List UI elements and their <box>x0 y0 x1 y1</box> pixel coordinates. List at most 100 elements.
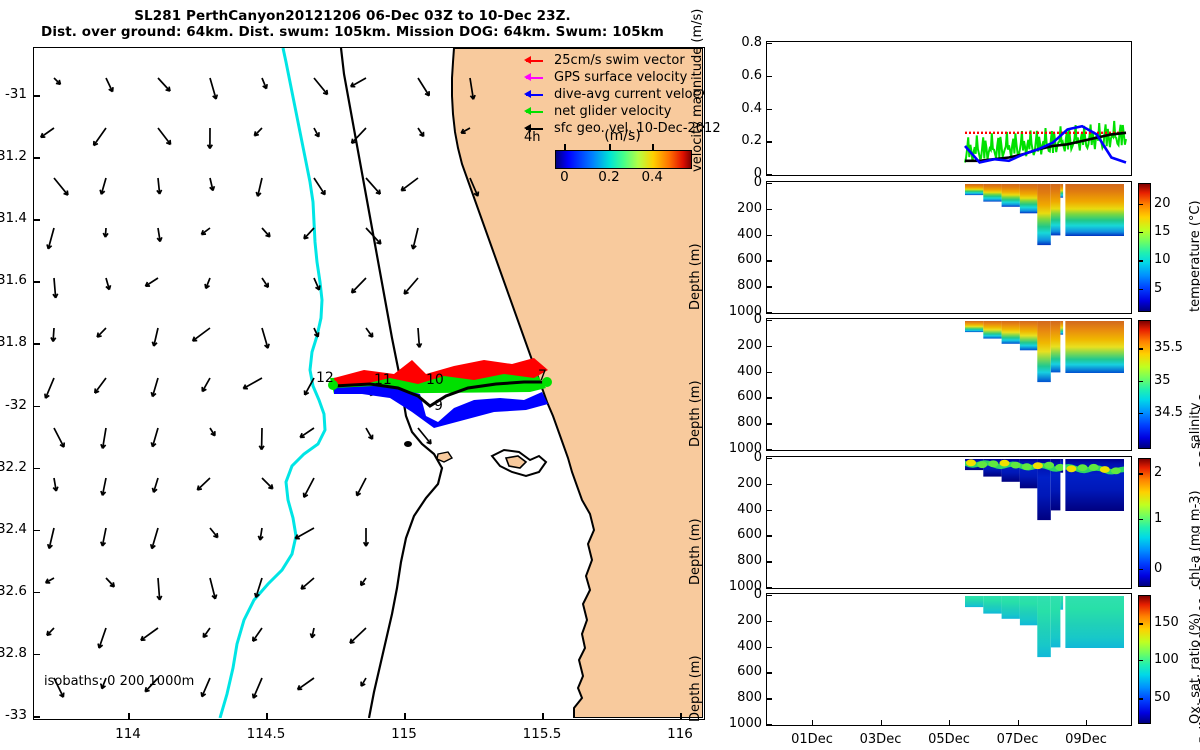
velocity-arrow <box>204 277 211 290</box>
map-y-tick <box>33 467 40 470</box>
velocity-arrow <box>261 227 271 238</box>
panel-tick <box>766 260 772 262</box>
chla-max-patch <box>1055 463 1066 471</box>
map-y-tick <box>33 343 40 345</box>
legend-item-swim-vector[interactable]: 25cm/s swim vector <box>524 52 714 69</box>
chla-max-patch <box>1066 465 1077 473</box>
time-axis-tick-label: 03Dec <box>859 732 902 747</box>
legend-item-label: dive-avg current veloc. <box>554 87 704 102</box>
panel-velocity[interactable] <box>766 41 1132 176</box>
map-y-tick-label: 32.4 <box>0 520 27 537</box>
chla-max-patch <box>1032 462 1043 470</box>
velocity-arrow <box>362 527 370 547</box>
velocity-arrow <box>149 527 159 550</box>
panel-tick <box>766 208 772 211</box>
track-day-label-9: 9 <box>434 398 443 414</box>
velocity-arrow <box>313 127 320 138</box>
velocity-arrow <box>105 277 112 291</box>
panel-salinity-graphic <box>965 321 1124 383</box>
colorbar-oxygen-tick-label: 50 <box>1154 690 1171 706</box>
velocity-arrow <box>313 177 326 196</box>
panel-chla[interactable] <box>766 456 1132 589</box>
map-y-tick-label: 31.4 <box>0 210 27 227</box>
colorbar-temperature[interactable] <box>1138 183 1151 312</box>
panel-oxygen[interactable] <box>766 593 1132 726</box>
panel-salinity-y-label: Depth (m) <box>688 380 703 447</box>
section-dive-segment <box>1065 596 1124 648</box>
map-y-tick-label: 32.6 <box>0 582 27 599</box>
panel-temperature[interactable] <box>766 181 1132 314</box>
velocity-arrow <box>200 227 211 236</box>
velocity-arrow <box>303 227 315 240</box>
map-x-tick-label: 114.5 <box>246 726 286 742</box>
legend-item-dive-avg-current[interactable]: dive-avg current veloc. <box>524 86 714 103</box>
velocity-arrow <box>157 127 172 146</box>
velocity-arrow <box>410 227 419 250</box>
colorbar-oxygen-tick-label: 150 <box>1154 615 1179 631</box>
map-y-tick-label: 31.8 <box>0 334 27 351</box>
legend-item-sfc-geo-velocity[interactable]: sfc geo. vel. 10-Dec-2012 <box>524 120 721 137</box>
panel-salinity[interactable] <box>766 318 1132 451</box>
section-dive-segment <box>1060 321 1066 335</box>
panel-velocity-y-tick-label: 0.8 <box>741 35 762 50</box>
colorbar-salinity[interactable] <box>1138 320 1151 449</box>
legend-item-net-glider-velocity[interactable]: net glider velocity <box>524 103 714 120</box>
track-day-label-11: 11 <box>374 372 392 388</box>
panel-tick <box>766 174 772 176</box>
velocity-arrow <box>261 277 270 289</box>
map-colorbar-tick <box>609 144 611 150</box>
velocity-arrow <box>52 477 59 492</box>
offshore-island-a <box>436 451 454 463</box>
map-colorbar[interactable] <box>555 150 692 169</box>
section-dive-segment <box>983 596 1002 614</box>
panel-velocity-y-tick-label: 0.2 <box>741 133 762 149</box>
colorbar-chla-tick-label: 1 <box>1154 510 1163 526</box>
section-dive-segment <box>1050 184 1061 236</box>
velocity-quiver-field <box>39 77 480 699</box>
colorbar-tick <box>1138 348 1143 350</box>
legend-arrow-icon <box>524 89 550 101</box>
map-x-tick <box>542 713 544 720</box>
panel-salinity-y-tick-label: 600 <box>737 389 762 405</box>
map-y-tick <box>33 529 40 532</box>
panel-chla-graphic <box>965 459 1124 521</box>
velocity-arrow <box>196 477 211 491</box>
glider-track <box>328 358 552 428</box>
legend-item-gps-surface-velocity[interactable]: GPS surface velocity <box>524 69 714 86</box>
map-panel[interactable]: 12 11 10 9 7 isobaths: 0 200 1000m <box>33 47 705 720</box>
velocity-arrow <box>97 627 107 649</box>
velocity-arrow <box>156 177 163 195</box>
chla-max-patch <box>977 461 988 469</box>
offshore-islet <box>404 441 412 447</box>
velocity-arrow <box>255 177 263 197</box>
track-dive-avg-current <box>334 386 548 428</box>
velocity-arrow <box>469 177 480 197</box>
colorbar-chla[interactable] <box>1138 458 1151 587</box>
velocity-arrow <box>251 677 263 699</box>
panel-tick <box>766 698 772 700</box>
time-axis-tick-label: 05Dec <box>928 732 970 747</box>
velocity-arrow <box>300 577 315 590</box>
panel-tick <box>766 458 772 460</box>
map-legend: 25cm/s swim vector GPS surface velocity di… <box>524 52 721 137</box>
figure-title-line2: Dist. over ground: 64km. Dist. swum: 105… <box>41 24 664 40</box>
velocity-arrow <box>365 177 382 195</box>
time-axis-tick <box>1086 720 1088 726</box>
colorbar-tick <box>1138 568 1143 571</box>
velocity-arrow <box>349 77 367 88</box>
colorbar-tick <box>1138 380 1143 383</box>
section-dive-segment <box>965 596 984 608</box>
map-colorbar-tick <box>564 144 567 150</box>
velocity-arrow <box>46 227 55 250</box>
velocity-arrow <box>313 77 329 96</box>
velocity-arrow <box>144 677 159 693</box>
track-swim-vectors <box>334 358 548 386</box>
velocity-arrow <box>299 427 315 439</box>
colorbar-salinity-tick-label: 34.5 <box>1154 404 1183 420</box>
panel-temperature-y-tick-label: 600 <box>737 252 762 268</box>
section-data-gap <box>1063 184 1066 236</box>
panel-tick <box>766 234 772 236</box>
map-x-tick-label: 116 <box>667 726 693 742</box>
panel-salinity-y-tick-label: 1000 <box>728 441 762 456</box>
